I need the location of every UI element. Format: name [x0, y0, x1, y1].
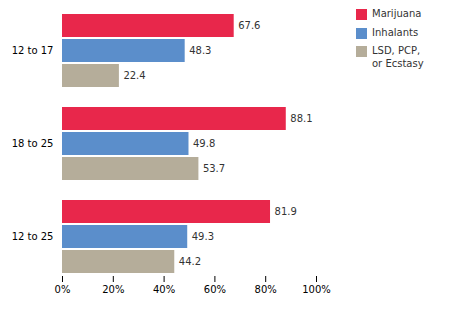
- svg-text:12 to 25: 12 to 25: [12, 231, 54, 242]
- svg-text:49.8: 49.8: [193, 138, 215, 149]
- html-text:Marijuana: Marijuana: [372, 8, 422, 19]
- svg-text:100%: 100%: [302, 284, 331, 295]
- svg-text:81.9: 81.9: [275, 206, 297, 217]
- svg-text:49.3: 49.3: [192, 231, 214, 242]
- svg-text:44.2: 44.2: [179, 256, 201, 267]
- svg-text:12 to 17: 12 to 17: [12, 45, 54, 56]
- svg-text:80%: 80%: [255, 284, 277, 295]
- svg-text:88.1: 88.1: [290, 113, 312, 124]
- svg-text:18 to 25: 18 to 25: [12, 138, 54, 149]
- svg-text:48.3: 48.3: [189, 45, 211, 56]
- svg-text:67.6: 67.6: [238, 20, 260, 31]
- svg-text:53.7: 53.7: [203, 163, 225, 174]
- html-text:LSD, PCP, or Ecstasy: LSD, PCP, or Ecstasy: [372, 45, 424, 69]
- svg-text:20%: 20%: [102, 284, 124, 295]
- svg-text:40%: 40%: [153, 284, 175, 295]
- html-text:Inhalants: Inhalants: [372, 26, 419, 38]
- svg-text:60%: 60%: [204, 284, 226, 295]
- svg-text:0%: 0%: [55, 284, 71, 295]
- svg-text:22.4: 22.4: [123, 70, 145, 81]
